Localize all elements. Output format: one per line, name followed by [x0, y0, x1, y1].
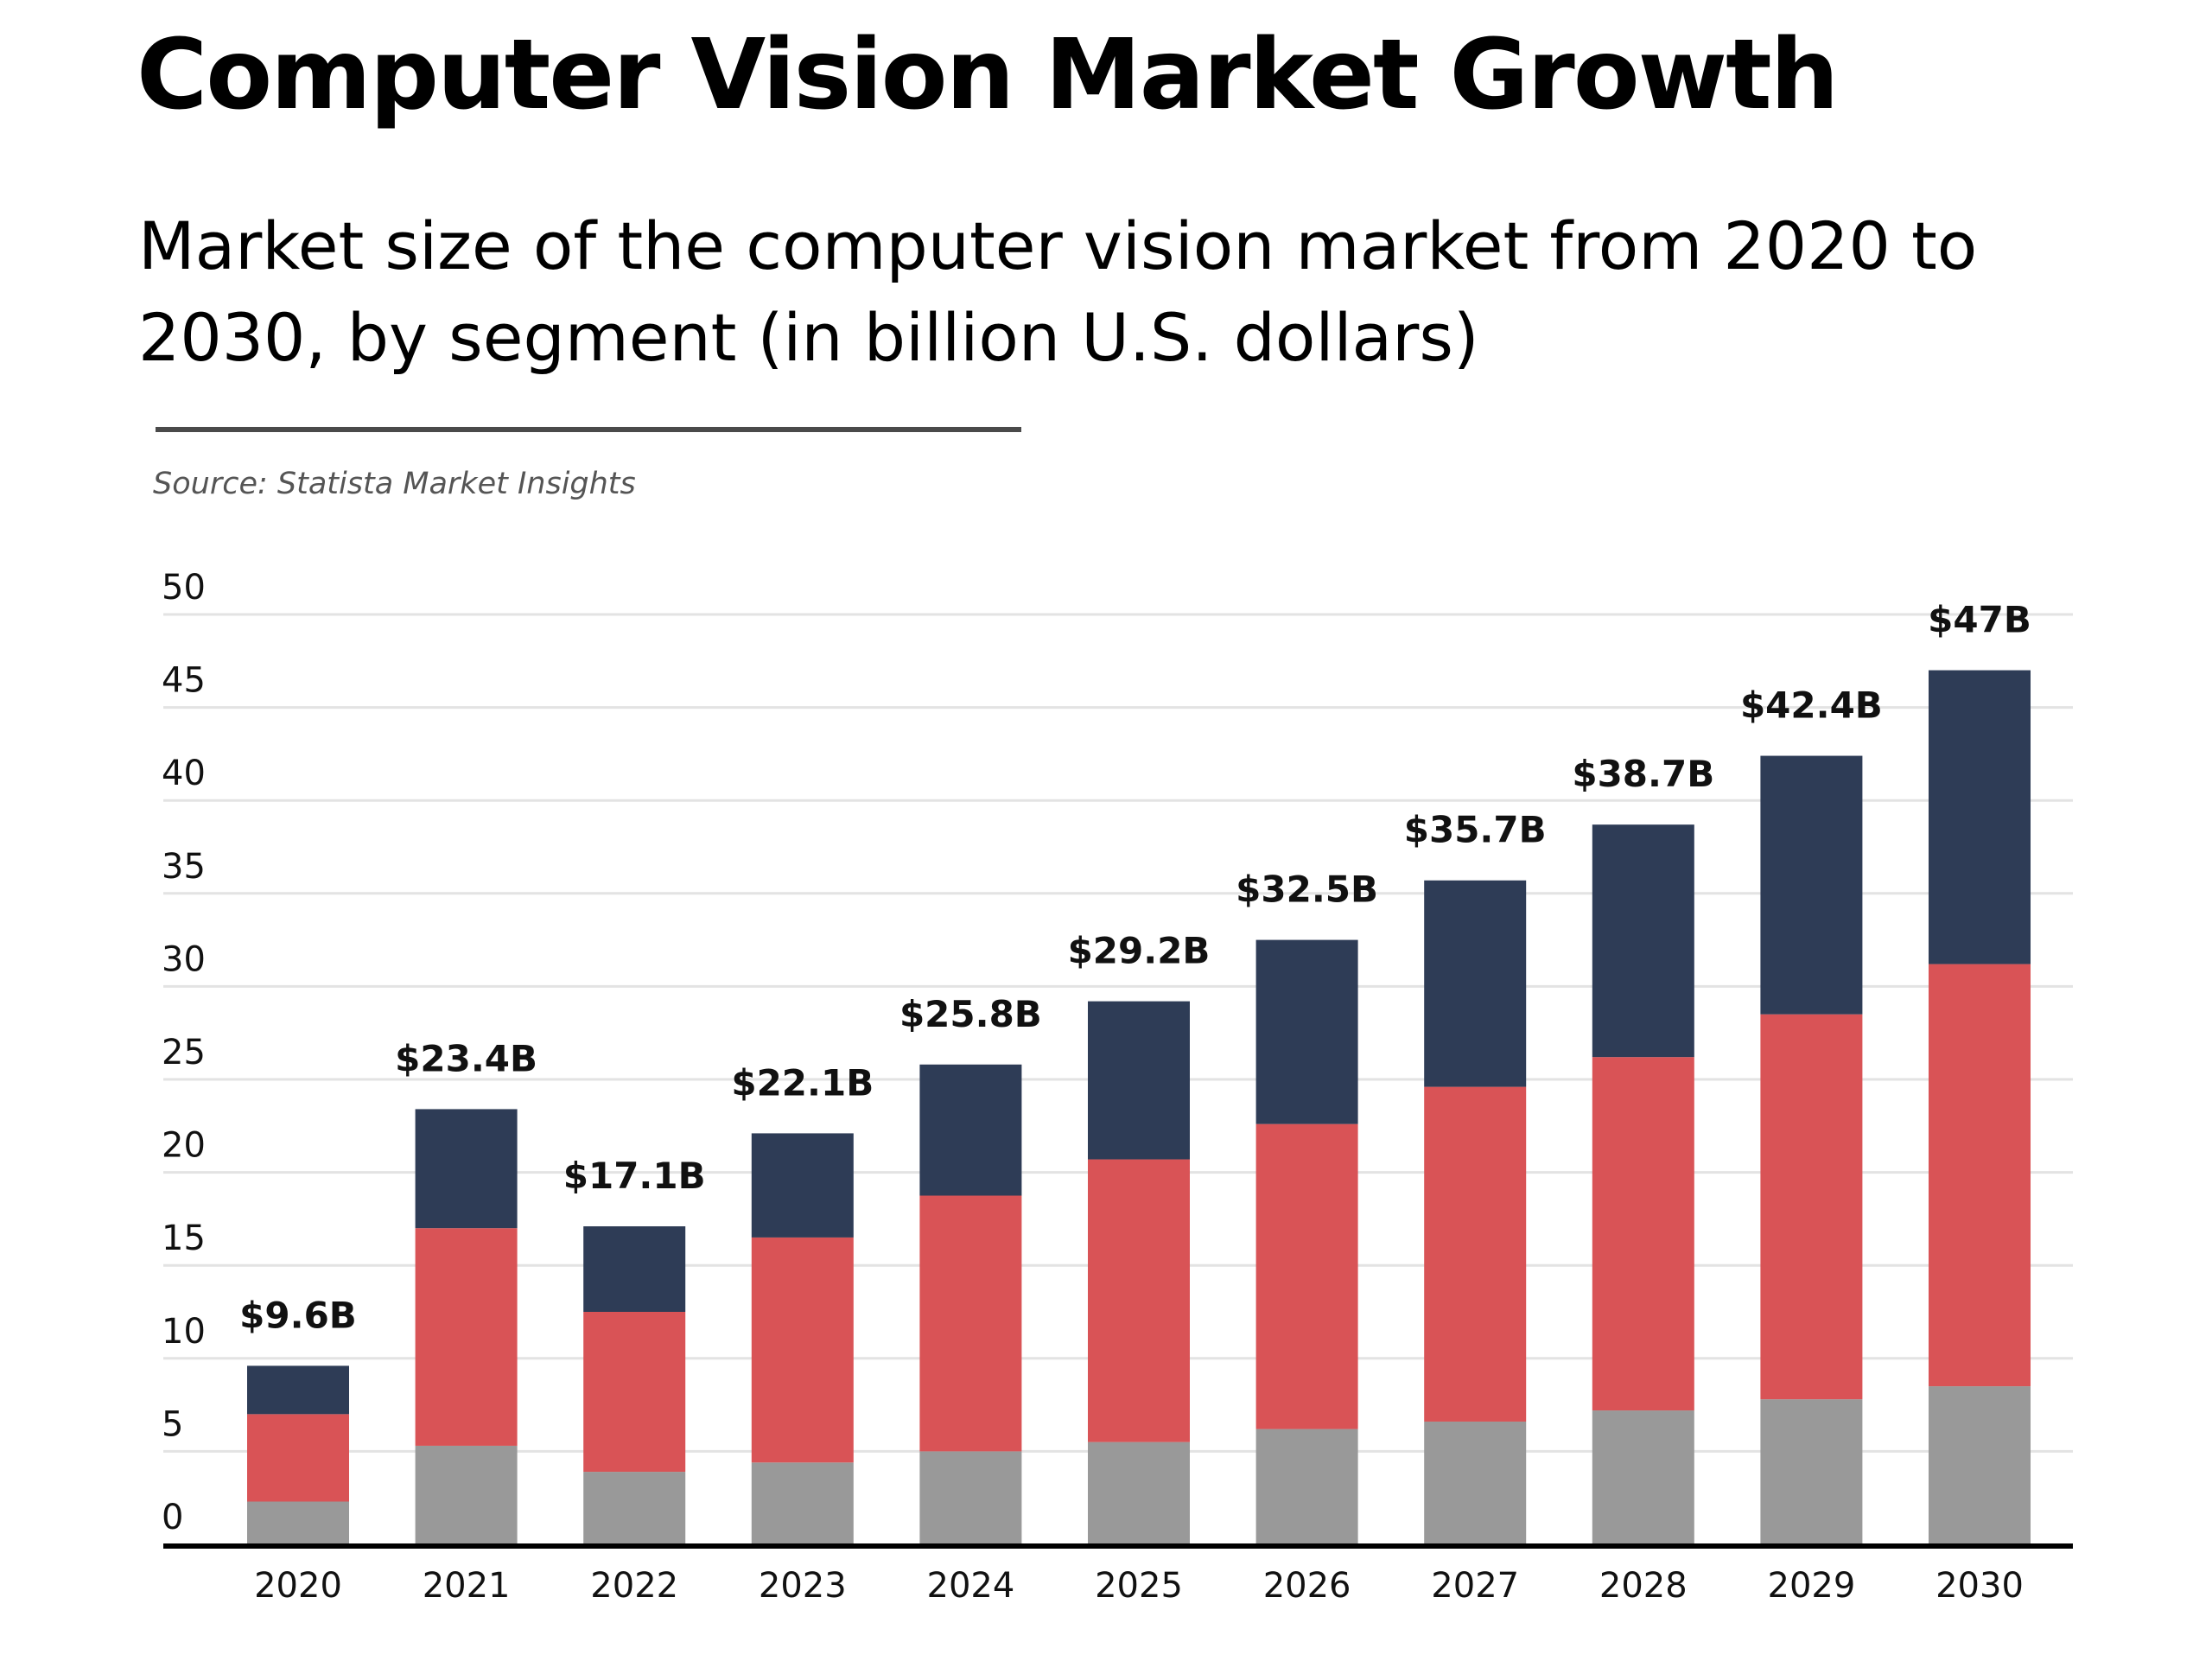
bar-segment-2026-1	[1255, 1123, 1358, 1429]
data-label: $29.2B	[1068, 930, 1211, 972]
x-tick-label: 2028	[1599, 1566, 1688, 1606]
bar-segment-2029-1	[1760, 1014, 1863, 1400]
x-tick-label: 2021	[423, 1566, 511, 1606]
y-tick-label: 15	[162, 1219, 206, 1258]
data-label: $47B	[1928, 599, 2031, 641]
bar-segment-2028-1	[1592, 1057, 1694, 1411]
bar-segment-2021-1	[415, 1228, 518, 1446]
y-tick-label: 45	[162, 661, 206, 701]
bar-segment-2026-0	[1255, 1429, 1358, 1544]
bar-segment-2024-1	[919, 1195, 1022, 1452]
bar-segment-2028-0	[1592, 1410, 1694, 1544]
bar-segment-2023-1	[751, 1237, 854, 1463]
y-tick-label: 40	[162, 754, 206, 793]
x-tick-label: 2029	[1768, 1566, 1856, 1606]
bar-segment-2027-1	[1424, 1086, 1527, 1422]
bar-segment-2030-2	[1929, 670, 2031, 964]
bar-segment-2021-0	[415, 1445, 518, 1544]
bar-segment-2028-2	[1592, 824, 1694, 1058]
y-tick-label: 25	[162, 1033, 206, 1072]
y-tick-label: 30	[162, 939, 206, 979]
x-tick-label: 2025	[1095, 1566, 1183, 1606]
x-tick-label: 2024	[927, 1566, 1015, 1606]
data-label: $22.1B	[731, 1061, 874, 1104]
chart-subtitle: Market size of the computer vision marke…	[138, 207, 1978, 376]
bar-segment-2022-0	[583, 1472, 686, 1544]
bar-segment-2020-2	[247, 1365, 349, 1415]
chart-title: Computer Vision Market Growth	[137, 19, 1839, 131]
data-label: $23.4B	[395, 1037, 537, 1079]
data-label: $38.7B	[1572, 753, 1714, 795]
y-tick-label: 10	[162, 1312, 206, 1352]
data-label: $35.7B	[1404, 809, 1547, 851]
x-tick-label: 2026	[1263, 1566, 1351, 1606]
x-tick-label: 2030	[1936, 1566, 2024, 1606]
bar-segment-2022-2	[583, 1226, 686, 1312]
bar-segment-2025-1	[1088, 1159, 1190, 1442]
bar-segment-2026-2	[1255, 939, 1358, 1124]
data-label: $42.4B	[1740, 684, 1883, 727]
x-tick-label: 2027	[1431, 1566, 1519, 1606]
bar-segment-2023-2	[751, 1133, 854, 1238]
bar-segment-2024-2	[919, 1064, 1022, 1196]
bar-segment-2020-0	[247, 1501, 349, 1544]
bar-segment-2027-2	[1424, 880, 1527, 1087]
x-tick-label: 2022	[590, 1566, 678, 1606]
y-tick-label: 0	[162, 1498, 183, 1537]
y-tick-label: 5	[162, 1404, 183, 1444]
data-label: $25.8B	[899, 993, 1042, 1035]
bar-segment-2021-2	[415, 1109, 518, 1229]
bar-segment-2029-2	[1760, 755, 1863, 1015]
bar-segment-2029-0	[1760, 1399, 1863, 1544]
bar-segment-2023-0	[751, 1462, 854, 1544]
y-tick-label: 50	[162, 568, 206, 608]
x-tick-label: 2020	[254, 1566, 342, 1606]
x-tick-label: 2023	[759, 1566, 847, 1606]
data-label: $32.5B	[1236, 869, 1378, 911]
divider	[156, 427, 1021, 432]
bar-segment-2024-0	[919, 1451, 1022, 1544]
bar-segment-2025-0	[1088, 1441, 1190, 1544]
bar-segment-2020-1	[247, 1414, 349, 1502]
bar-segment-2025-2	[1088, 1001, 1190, 1160]
bar-segment-2030-0	[1929, 1386, 2031, 1544]
data-label: $9.6B	[239, 1294, 357, 1336]
source-note: Source: Statista Market Insights	[153, 467, 636, 501]
bar-segment-2022-1	[583, 1312, 686, 1473]
y-tick-label: 20	[162, 1126, 206, 1166]
y-tick-label: 35	[162, 847, 206, 887]
bar-segment-2030-1	[1929, 964, 2031, 1387]
bar-segment-2027-0	[1424, 1421, 1527, 1544]
data-label: $17.1B	[563, 1155, 706, 1197]
